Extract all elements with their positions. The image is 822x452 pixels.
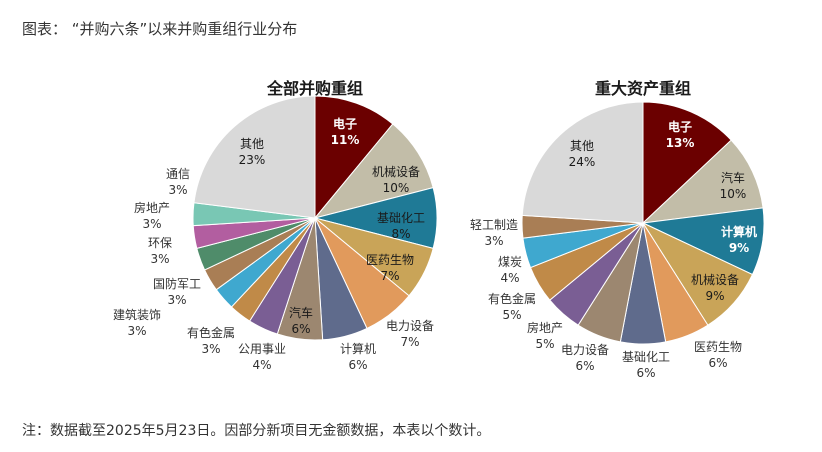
figure-title: 图表： “并购六条”以来并购重组行业分布 [22,20,298,38]
slice-label-医药生物: 医药生物 7% [366,253,414,283]
slice-label-建筑装饰: 建筑装饰 3% [113,307,161,338]
figure-note: 注：数据截至2025年5月23日。因部分新项目无金额数据，本表以个数计。 [22,423,491,439]
pie-slice-电子 [314,95,394,220]
pie-slice-其他 [521,101,644,224]
slice-label-电子: 电子 11% [331,116,360,147]
slice-label-电力设备: 电力设备 7% [386,319,434,349]
pie-title: 重大资产重组 [595,79,691,98]
slice-label-基础化工: 基础化工 8% [377,211,425,241]
slice-label-计算机: 计算机 6% [340,341,376,372]
slice-label-机械设备: 机械设备 10% [372,164,420,195]
pie-slice-电子 [642,101,732,225]
slice-label-电子: 电子 13% [666,119,695,150]
slice-label-汽车: 汽车 6% [289,305,313,336]
slice-label-医药生物: 医药生物 6% [694,340,742,370]
slice-label-环保: 环保 3% [148,236,172,266]
slice-label-计算机: 计算机 9% [721,224,757,255]
slice-label-公用事业: 公用事业 4% [238,342,286,372]
slice-label-房地产: 房地产 3% [134,200,170,231]
slice-label-煤炭: 煤炭 4% [498,255,522,285]
pie-slice-机械设备 [313,123,434,219]
slice-label-其他: 其他 23% [239,137,266,167]
slice-label-有色金属: 有色金属 3% [187,325,235,356]
pie-slice-汽车 [641,139,764,224]
slice-label-轻工制造: 轻工制造 3% [470,218,518,248]
pie-title: 全部并购重组 [266,79,363,98]
slice-label-通信: 通信 3% [166,167,190,197]
slice-label-有色金属: 有色金属 5% [488,291,536,322]
slice-label-国防军工: 国防军工 3% [153,276,201,307]
pie-slice-其他 [193,95,316,219]
slice-label-机械设备: 机械设备 9% [691,272,739,303]
slice-label-基础化工: 基础化工 6% [622,350,670,380]
slice-label-汽车: 汽车 10% [720,170,747,201]
slice-label-房地产: 房地产 5% [527,320,563,351]
slice-label-电力设备: 电力设备 6% [561,343,609,373]
slice-label-其他: 其他 24% [569,139,596,169]
